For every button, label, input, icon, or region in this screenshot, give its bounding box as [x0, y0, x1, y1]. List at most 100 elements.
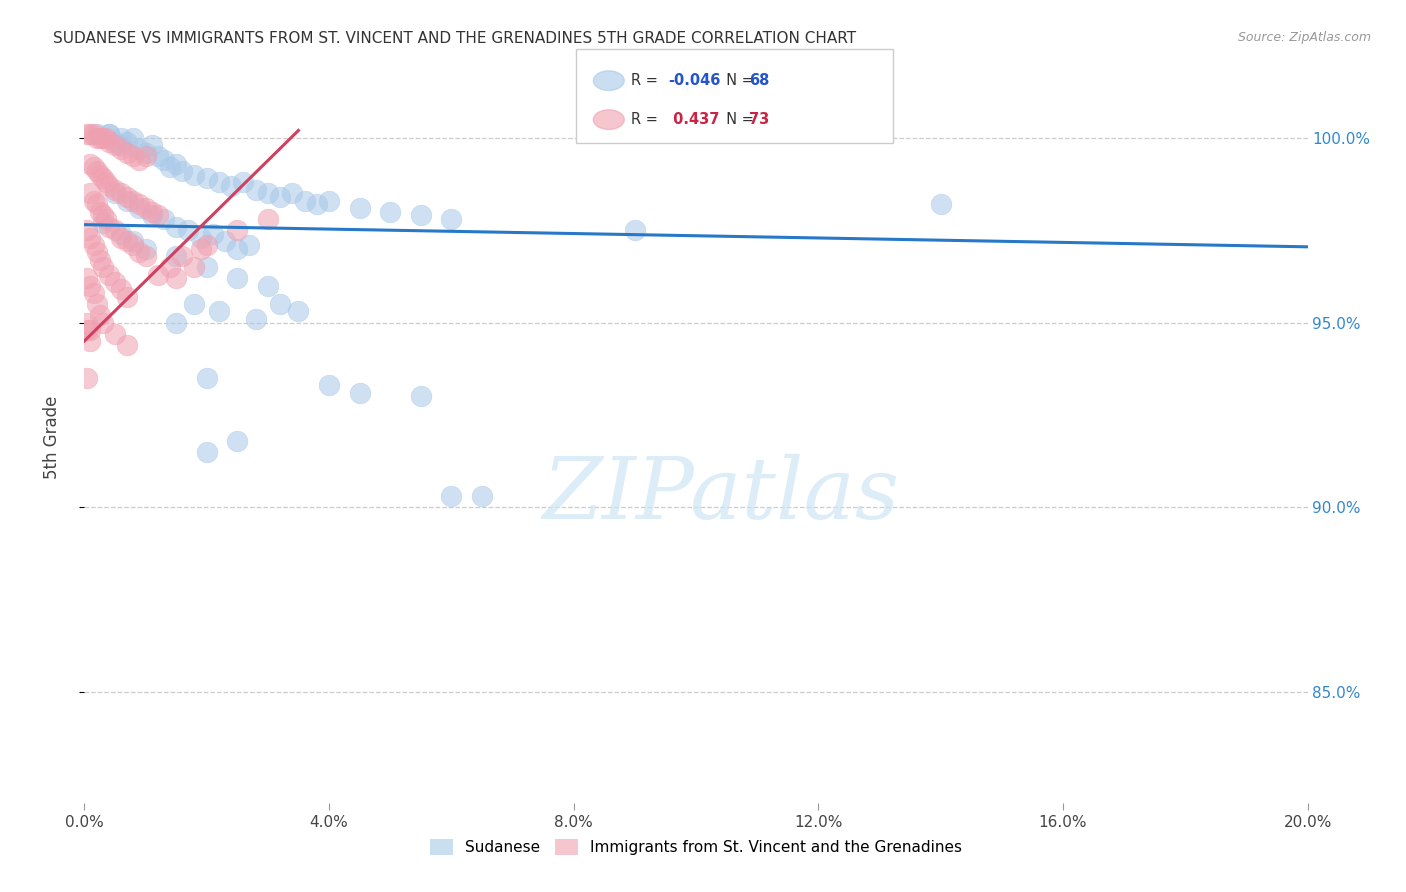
Point: [91, 131, 114, 145]
Point: [195, 445, 218, 459]
Y-axis label: 5th Grade: 5th Grade: [42, 395, 60, 479]
Text: N =: N =: [717, 112, 759, 128]
Point: [104, 223, 127, 237]
Point: [89, 252, 111, 267]
Point: [83, 238, 105, 252]
Point: [226, 271, 249, 285]
Point: [172, 249, 194, 263]
Point: [110, 131, 132, 145]
Point: [183, 168, 205, 182]
Point: [110, 186, 132, 201]
Point: [91, 209, 114, 223]
Point: [245, 311, 267, 326]
Point: [128, 197, 150, 211]
Point: [91, 216, 114, 230]
Point: [165, 219, 187, 234]
Point: [226, 223, 249, 237]
Text: Source: ZipAtlas.com: Source: ZipAtlas.com: [1237, 31, 1371, 45]
Point: [76, 371, 98, 385]
Point: [104, 186, 127, 201]
Point: [115, 337, 138, 351]
Point: [135, 242, 157, 256]
Point: [141, 204, 163, 219]
Point: [349, 201, 371, 215]
Point: [110, 227, 132, 241]
Text: 73: 73: [749, 112, 769, 128]
Point: [79, 230, 101, 244]
Point: [471, 489, 494, 503]
Point: [287, 304, 309, 318]
Point: [165, 316, 187, 330]
Point: [83, 127, 105, 141]
Point: [135, 201, 157, 215]
Point: [195, 371, 218, 385]
Legend: Sudanese, Immigrants from St. Vincent and the Grenadines: Sudanese, Immigrants from St. Vincent an…: [423, 833, 969, 861]
Point: [122, 235, 145, 249]
Text: 0.437: 0.437: [668, 112, 720, 128]
Point: [318, 194, 340, 208]
Text: N =: N =: [717, 73, 759, 88]
Point: [190, 230, 212, 244]
Point: [165, 157, 187, 171]
Point: [104, 275, 127, 289]
Point: [409, 209, 432, 223]
Point: [135, 145, 157, 160]
Point: [79, 278, 101, 293]
Text: 68: 68: [749, 73, 769, 88]
Point: [86, 245, 108, 260]
Point: [97, 178, 120, 193]
Point: [86, 197, 108, 211]
Point: [86, 297, 108, 311]
Point: [214, 235, 236, 249]
Point: [208, 304, 231, 318]
Point: [440, 489, 463, 503]
Point: [104, 135, 127, 149]
Point: [122, 131, 145, 145]
Point: [89, 131, 111, 145]
Point: [208, 175, 231, 189]
Point: [115, 194, 138, 208]
Point: [86, 127, 108, 141]
Point: [76, 271, 98, 285]
Point: [232, 175, 254, 189]
Point: [76, 316, 98, 330]
Point: [76, 323, 98, 337]
Point: [79, 157, 101, 171]
Point: [183, 260, 205, 274]
Point: [440, 212, 463, 227]
Point: [257, 212, 280, 227]
Point: [89, 168, 111, 182]
Point: [238, 238, 260, 252]
Point: [226, 242, 249, 256]
Point: [226, 434, 249, 448]
Point: [110, 282, 132, 296]
Point: [159, 260, 181, 274]
Point: [201, 227, 224, 241]
Point: [141, 209, 163, 223]
Point: [135, 249, 157, 263]
Point: [91, 316, 114, 330]
Point: [110, 230, 132, 244]
Point: [269, 297, 291, 311]
Point: [115, 235, 138, 249]
Point: [97, 135, 120, 149]
Text: R =: R =: [631, 73, 662, 88]
Point: [183, 297, 205, 311]
Point: [104, 183, 127, 197]
Text: R =: R =: [631, 112, 662, 128]
Point: [305, 197, 328, 211]
Point: [195, 171, 218, 186]
Point: [97, 219, 120, 234]
Point: [195, 260, 218, 274]
Point: [89, 204, 111, 219]
Point: [172, 164, 194, 178]
Point: [269, 190, 291, 204]
Point: [83, 161, 105, 175]
Point: [165, 271, 187, 285]
Point: [294, 194, 316, 208]
Point: [146, 268, 169, 282]
Point: [110, 138, 132, 153]
Text: ZIPatlas: ZIPatlas: [541, 454, 898, 537]
Point: [146, 209, 169, 223]
Point: [219, 178, 242, 193]
